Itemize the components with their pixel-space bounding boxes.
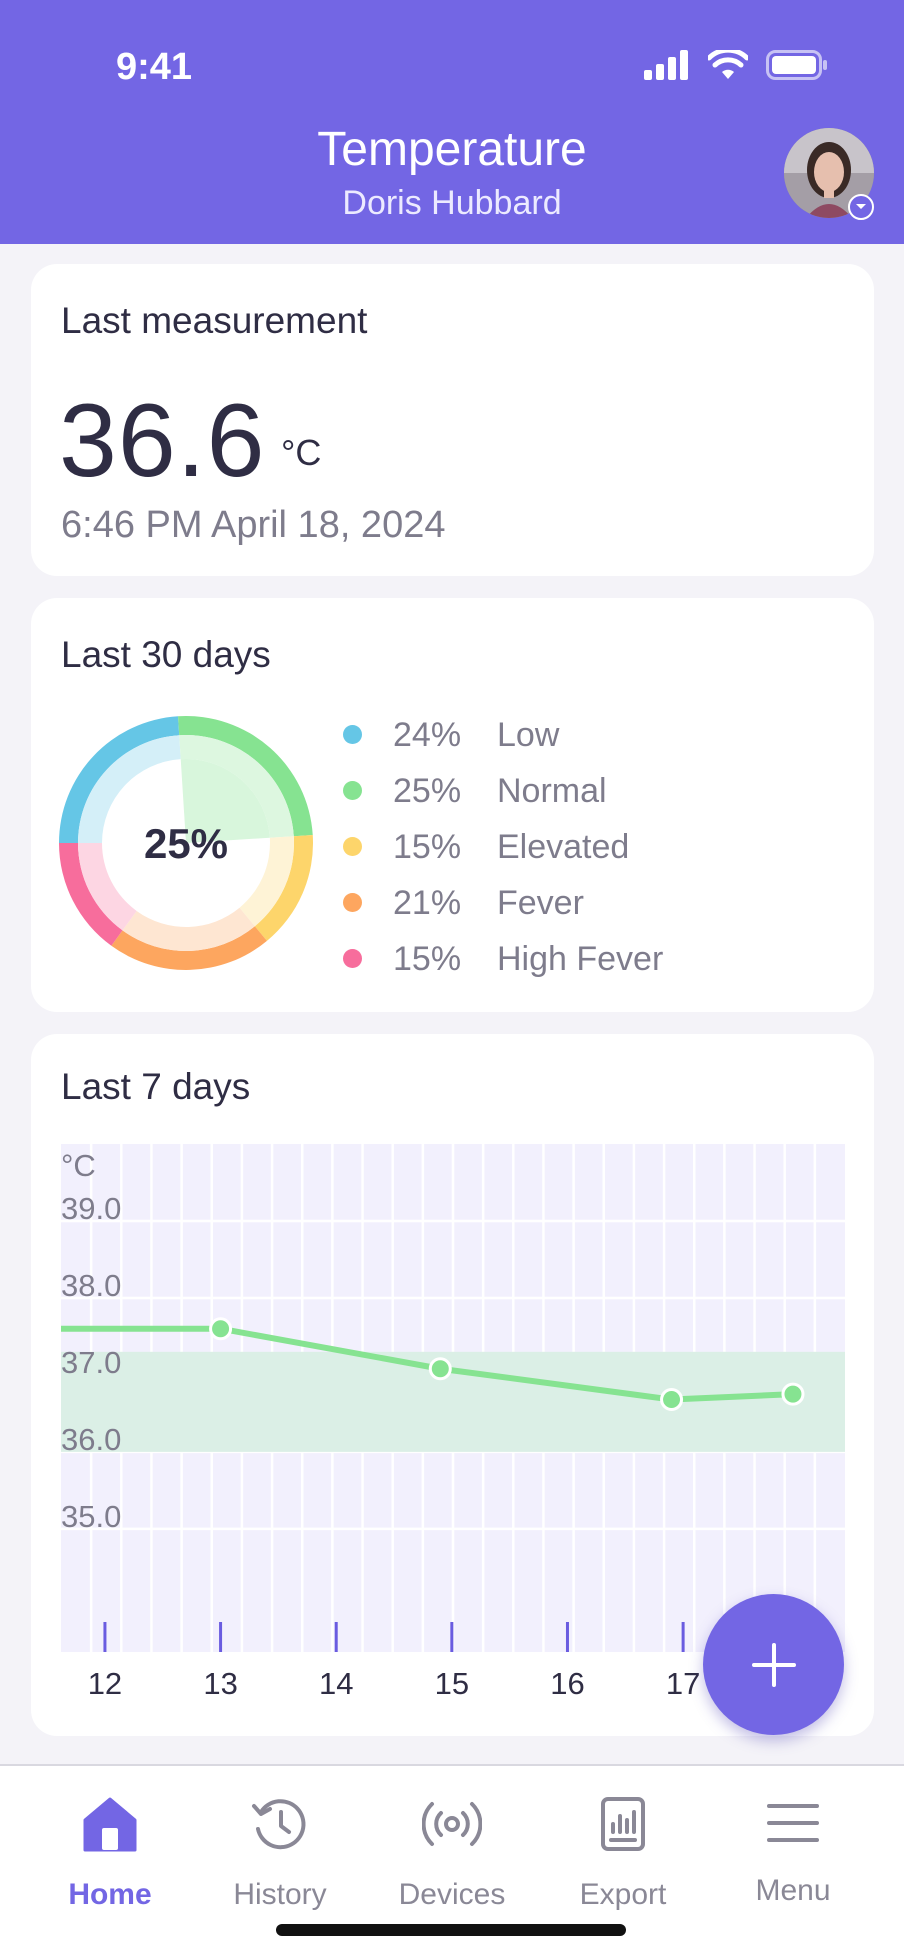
- export-icon: [601, 1797, 645, 1851]
- data-point: [660, 1388, 684, 1412]
- y-axis-unit-label: °C: [61, 1148, 96, 1183]
- patient-name: Doris Hubbard: [342, 184, 562, 222]
- avatar[interactable]: [784, 128, 874, 218]
- tab-home[interactable]: Home: [25, 1766, 195, 1911]
- data-point: [209, 1317, 233, 1341]
- distribution-donut-chart: [59, 716, 313, 970]
- x-tick-label: 16: [550, 1666, 584, 1701]
- legend-item: 21% Fever: [341, 878, 761, 934]
- y-tick-label: 39.0: [61, 1191, 121, 1226]
- home-indicator: [276, 1924, 626, 1936]
- donut-inner-ring-high-fever: [78, 843, 137, 931]
- donut-segment-high-fever: [59, 843, 123, 946]
- y-tick-label: 36.0: [61, 1422, 121, 1457]
- x-tick-label: 15: [435, 1666, 469, 1701]
- legend-dot: [343, 949, 362, 968]
- last-measurement-card[interactable]: Last measurement 36.6 °C 6:46 PM April 1…: [31, 264, 874, 576]
- tab-history[interactable]: History: [195, 1766, 365, 1911]
- donut-center-label: 25%: [143, 820, 229, 867]
- y-tick-label: 37.0: [61, 1345, 121, 1380]
- card-title: Last 30 days: [61, 634, 271, 675]
- data-point: [781, 1382, 805, 1406]
- donut-segment-fever: [111, 926, 267, 970]
- y-tick-label: 35.0: [61, 1499, 121, 1534]
- legend-percent: 24%: [393, 716, 462, 754]
- x-tick-label: 14: [319, 1666, 353, 1701]
- normal-range-band: [61, 1351, 845, 1452]
- last-30-days-card[interactable]: Last 30 days 25% 24% Low 25% Normal 15% Eleva…: [31, 598, 874, 1012]
- legend-label: High Fever: [497, 940, 664, 978]
- account-switch-badge[interactable]: [848, 194, 874, 220]
- history-icon: [252, 1799, 306, 1850]
- donut-inner-ring-fever: [122, 907, 255, 951]
- donut-segment-low: [59, 716, 180, 843]
- add-measurement-button[interactable]: [703, 1594, 844, 1735]
- donut-segment-elevated: [254, 835, 313, 941]
- tab-devices[interactable]: Devices: [367, 1766, 537, 1911]
- legend-item: 15% Elevated: [341, 822, 761, 878]
- legend-item: 25% Normal: [341, 766, 761, 822]
- x-tick-label: 13: [203, 1666, 237, 1701]
- donut-legend: 24% Low 25% Normal 15% Elevated 21% Fever 15% Hig…: [341, 710, 761, 990]
- page-title: Temperature: [317, 123, 587, 176]
- measurement-timestamp: 6:46 PM April 18, 2024: [61, 504, 446, 546]
- tab-label: History: [233, 1878, 327, 1911]
- tab-label: Menu: [755, 1874, 831, 1907]
- legend-dot: [343, 893, 362, 912]
- temperature-line-chart: °C 39.0 38.0 37.0 36.0 35.0 12 13 14 15 16 17: [61, 1144, 845, 1701]
- battery-icon: [766, 50, 827, 80]
- y-tick-label: 38.0: [61, 1268, 121, 1303]
- temperature-value: 36.6: [59, 383, 266, 499]
- legend-dot: [343, 837, 362, 856]
- donut-highlight-wedge: [180, 759, 270, 843]
- legend-percent: 15%: [393, 940, 462, 978]
- tab-label: Devices: [398, 1878, 506, 1911]
- legend-percent: 21%: [393, 884, 462, 922]
- status-icons: [644, 50, 828, 80]
- data-point: [428, 1357, 452, 1381]
- signal-icon: [644, 50, 688, 80]
- menu-icon: [767, 1804, 819, 1842]
- devices-icon: [422, 1802, 482, 1846]
- card-title: Last measurement: [61, 300, 368, 341]
- tab-label: Export: [579, 1878, 667, 1911]
- legend-label: Normal: [497, 772, 607, 810]
- legend-dot: [343, 781, 362, 800]
- status-time: 9:41: [116, 46, 193, 88]
- legend-label: Fever: [497, 884, 584, 922]
- app-header: 9:41 Temperature Doris Hubbard: [0, 0, 904, 244]
- legend-item: 24% Low: [341, 710, 761, 766]
- tab-label: Home: [68, 1878, 152, 1911]
- legend-percent: 25%: [393, 772, 462, 810]
- x-tick-label: 17: [666, 1666, 700, 1701]
- profile-photo: [784, 128, 874, 218]
- legend-label: Low: [497, 716, 560, 754]
- x-tick-label: 12: [88, 1666, 122, 1701]
- wifi-icon: [708, 50, 748, 79]
- last-7-days-card[interactable]: Last 7 days °C 39.0 38.0 37.0 36.0 35.0 12 13 14…: [31, 1034, 874, 1736]
- legend-label: Elevated: [497, 828, 630, 866]
- plus-icon: [751, 1642, 796, 1687]
- card-title: Last 7 days: [61, 1066, 251, 1107]
- donut-inner-ring-low: [78, 735, 181, 843]
- donut-inner-ring-elevated: [239, 836, 294, 927]
- bottom-tab-bar: Home History Devices Export Menu: [0, 1764, 904, 1960]
- donut-segment-normal: [178, 716, 313, 837]
- legend-item: 15% High Fever: [341, 934, 761, 990]
- donut-inner-ring-normal: [179, 735, 294, 838]
- tab-export[interactable]: Export: [538, 1766, 708, 1911]
- temperature-unit: °C: [281, 432, 322, 473]
- tab-menu[interactable]: Menu: [708, 1766, 878, 1907]
- legend-dot: [343, 725, 362, 744]
- legend-percent: 15%: [393, 828, 462, 866]
- chevron-down-icon: [856, 204, 866, 209]
- home-icon: [83, 1797, 137, 1852]
